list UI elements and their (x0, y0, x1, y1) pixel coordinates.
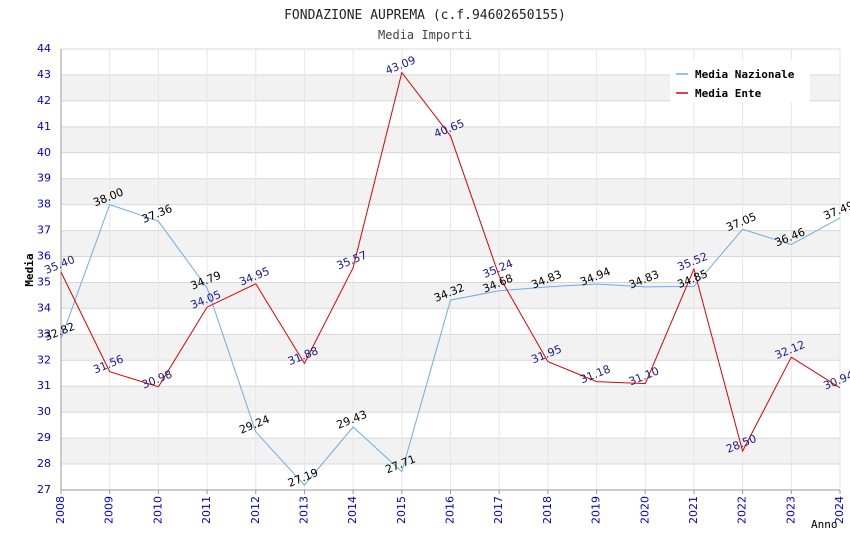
x-tick-label: 2009 (103, 496, 116, 524)
legend-box (670, 60, 810, 102)
y-tick-label: 32 (37, 353, 51, 366)
data-labels: 32.8238.0037.3634.7929.2427.1929.4327.71… (43, 53, 850, 489)
data-label-media-nazionale: 29.24 (237, 413, 271, 437)
series-line-media-nazionale (60, 203, 841, 486)
y-tick-label: 33 (37, 327, 51, 340)
y-axis-ticks: 27 28 29 30 31 32 33 34 35 36 37 38 39 40 41 42 43 44 (37, 42, 51, 496)
y-tick-label: 39 (37, 172, 51, 185)
x-tick-label: 2014 (346, 496, 359, 524)
data-label-media-ente: 31.18 (578, 362, 612, 386)
y-axis-label: Media (23, 253, 36, 286)
y-tick-label: 38 (37, 198, 51, 211)
y-tick-label: 34 (37, 301, 51, 314)
x-axis-ticks: 2008 2009 2010 2011 2012 2013 2014 2015 2016 2017… (54, 490, 846, 524)
x-tick-label: 2010 (151, 496, 164, 524)
y-tick-label: 44 (37, 42, 51, 55)
legend-label-media-nazionale: Media Nazionale (695, 68, 795, 81)
x-tick-label: 2012 (249, 496, 262, 524)
x-axis-label: Anno (811, 518, 838, 531)
y-tick-label: 31 (37, 379, 51, 392)
x-tick-label: 2021 (687, 496, 700, 524)
x-tick-label: 2011 (200, 496, 213, 524)
data-label-media-nazionale: 27.19 (286, 466, 320, 490)
y-tick-label: 30 (37, 405, 51, 418)
y-tick-label: 36 (37, 250, 51, 263)
x-tick-label: 2023 (784, 496, 797, 524)
y-tick-label: 37 (37, 224, 51, 237)
y-tick-label: 42 (37, 94, 51, 107)
y-tick-label: 41 (37, 120, 51, 133)
chart-subtitle: Media Importi (378, 28, 472, 42)
x-tick-label: 2024 (833, 496, 846, 524)
y-tick-label: 40 (37, 146, 51, 159)
gridlines (61, 48, 841, 491)
x-tick-label: 2008 (54, 496, 67, 524)
y-tick-label: 29 (37, 431, 51, 444)
x-tick-label: 2022 (736, 496, 749, 524)
legend: Media Nazionale Media Ente (670, 60, 810, 102)
x-tick-label: 2018 (541, 496, 554, 524)
y-tick-label: 35 (37, 275, 51, 288)
x-tick-label: 2013 (297, 496, 310, 524)
x-tick-label: 2015 (395, 496, 408, 524)
y-tick-label: 28 (37, 457, 51, 470)
series-line-media-ente (60, 71, 841, 453)
chart-title: FONDAZIONE AUPREMA (c.f.94602650155) (284, 8, 566, 23)
x-tick-label: 2016 (444, 496, 457, 524)
legend-label-media-ente: Media Ente (695, 87, 762, 100)
y-tick-label: 43 (37, 68, 51, 81)
x-tick-label: 2020 (638, 496, 651, 524)
data-label-media-ente: 31.10 (627, 364, 661, 388)
data-label-media-ente: 43.09 (383, 53, 417, 77)
series-lines (60, 71, 841, 486)
x-tick-label: 2017 (492, 496, 505, 524)
x-tick-label: 2019 (590, 496, 603, 524)
y-tick-label: 27 (37, 483, 51, 496)
data-label-media-nazionale: 37.36 (140, 202, 174, 226)
